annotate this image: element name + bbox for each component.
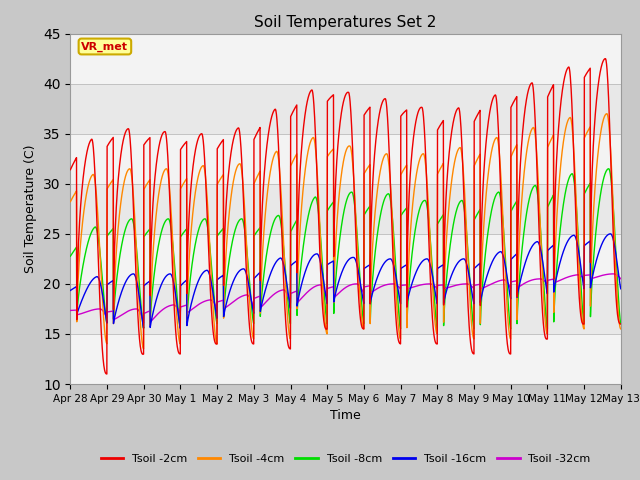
Bar	[70, 34, 621, 84]
X-axis label: Time: Time	[330, 409, 361, 422]
Bar	[70, 134, 621, 184]
Text: VR_met: VR_met	[81, 41, 129, 52]
Legend: Tsoil -2cm, Tsoil -4cm, Tsoil -8cm, Tsoil -16cm, Tsoil -32cm: Tsoil -2cm, Tsoil -4cm, Tsoil -8cm, Tsoi…	[96, 449, 595, 468]
Y-axis label: Soil Temperature (C): Soil Temperature (C)	[24, 144, 38, 273]
Title: Soil Temperatures Set 2: Soil Temperatures Set 2	[255, 15, 436, 30]
Bar	[70, 334, 621, 384]
Bar	[70, 234, 621, 284]
